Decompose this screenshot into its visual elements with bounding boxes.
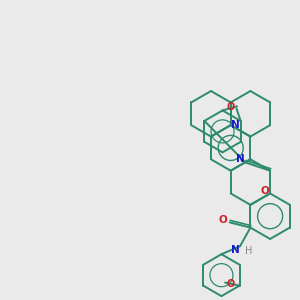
Text: N: N bbox=[236, 154, 244, 164]
Text: O: O bbox=[226, 279, 234, 289]
Text: O: O bbox=[218, 215, 227, 225]
Text: H: H bbox=[244, 246, 252, 256]
Text: O: O bbox=[227, 102, 235, 112]
Text: O: O bbox=[261, 186, 269, 197]
Text: N: N bbox=[230, 245, 239, 255]
Text: N: N bbox=[232, 120, 240, 130]
